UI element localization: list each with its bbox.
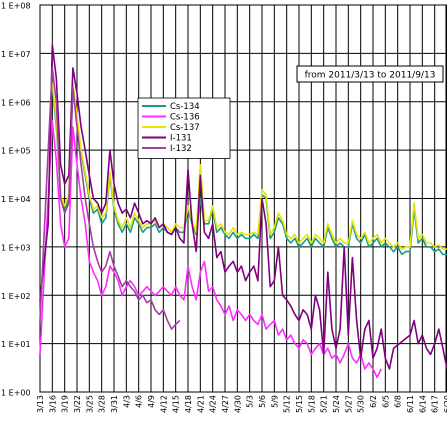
x-tick-label: 3/28: [98, 395, 107, 413]
x-axis-tick-labels: 3/13 3/16 3/19 3/22 3/25 3/28 3/31 4/3 4/6 4/9 4/1…: [36, 395, 447, 413]
x-tick-label: 4/27: [221, 395, 230, 413]
y-tick-label: 1 E+00: [1, 389, 31, 398]
x-tick-label: 4/15: [172, 395, 181, 413]
x-tick-label: 5/6: [258, 395, 267, 408]
x-tick-label: 3/13: [36, 395, 45, 413]
legend-label: I-132: [170, 144, 192, 154]
x-tick-label: 4/12: [159, 395, 168, 413]
x-tick-label: 4/18: [184, 395, 193, 413]
y-tick-label: 1 E+04: [1, 195, 31, 204]
series-line-i-131: [39, 44, 447, 370]
legend-label: Cs-134: [170, 102, 200, 112]
x-tick-label: 5/9: [270, 395, 279, 408]
y-axis-tick-labels: 1 E+00 1 E+01 1 E+02 1 E+03 1 E+04 1 E+05 1 E+…: [1, 2, 31, 398]
x-tick-label: 5/21: [320, 395, 329, 413]
series-lines: [39, 44, 447, 379]
x-tick-label: 5/3: [246, 395, 255, 408]
x-tick-label: 6/5: [381, 395, 390, 408]
x-tick-label: 6/20: [443, 395, 447, 413]
x-tick-label: 5/24: [332, 395, 341, 413]
series-line-cs-136: [39, 120, 382, 379]
x-tick-label: 3/19: [61, 395, 70, 413]
legend-label: Cs-137: [170, 123, 200, 133]
x-tick-label: 3/16: [48, 395, 57, 413]
x-tick-label: 6/11: [406, 395, 415, 413]
y-tick-label: 1 E+02: [1, 292, 31, 301]
series-line-cs-134: [51, 86, 447, 256]
series-line-i-132: [39, 67, 181, 330]
legend-label: I-131: [170, 134, 192, 144]
date-range-annotation: from 2011/3/13 to 2011/9/13: [305, 71, 436, 81]
x-tick-label: 5/12: [283, 395, 292, 413]
x-tick-label: 3/22: [73, 395, 82, 413]
x-tick-label: 4/24: [209, 395, 218, 413]
y-tick-label: 1 E+07: [1, 50, 31, 59]
x-tick-label: 6/2: [369, 395, 378, 408]
x-tick-label: 5/18: [307, 395, 316, 413]
y-tick-label: 1 E+05: [1, 147, 31, 156]
series-line-cs-137: [51, 81, 447, 250]
x-tick-label: 4/3: [122, 395, 131, 408]
x-tick-label: 5/27: [344, 395, 353, 413]
y-tick-label: 1 E+01: [1, 340, 31, 349]
x-tick-label: 4/21: [196, 395, 205, 413]
x-tick-label: 3/31: [110, 395, 119, 413]
legend-label: Cs-136: [170, 113, 200, 123]
x-tick-label: 6/17: [431, 395, 440, 413]
plot-area-border: [39, 4, 447, 393]
x-tick-label: 4/9: [147, 395, 156, 408]
x-tick-label: 5/15: [295, 395, 304, 413]
x-tick-label: 4/30: [233, 395, 242, 413]
x-tick-label: 4/6: [135, 395, 144, 408]
x-tick-label: 5/30: [357, 395, 366, 413]
x-tick-label: 3/25: [85, 395, 94, 413]
date-range-annotation-box: from 2011/3/13 to 2011/9/13: [296, 65, 444, 83]
y-tick-label: 1 E+06: [1, 98, 31, 107]
x-tick-label: 6/14: [418, 395, 427, 413]
x-tick-label: 6/8: [394, 395, 403, 408]
y-tick-label: 1 E+03: [1, 243, 31, 252]
y-tick-label: 1 E+08: [1, 2, 31, 11]
